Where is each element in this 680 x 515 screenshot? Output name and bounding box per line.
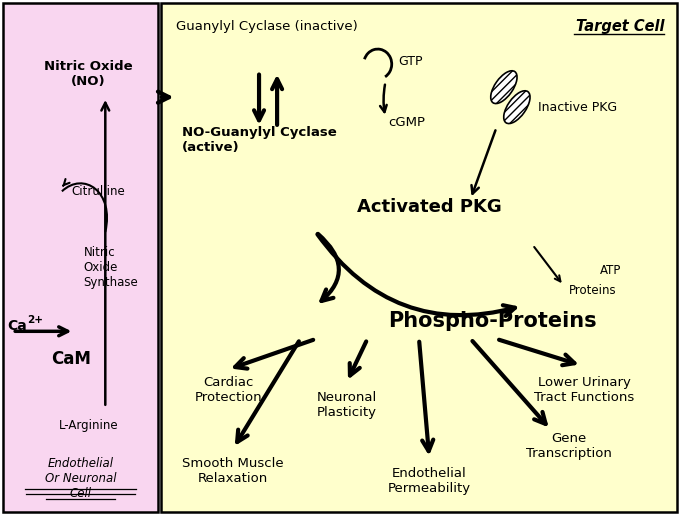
Bar <box>3 3 158 512</box>
Text: Nitric Oxide
(NO): Nitric Oxide (NO) <box>44 60 133 88</box>
Bar <box>161 3 677 512</box>
Text: Proteins: Proteins <box>568 284 616 297</box>
Text: cGMP: cGMP <box>388 116 425 129</box>
Text: Activated PKG: Activated PKG <box>357 198 502 216</box>
Text: GTP: GTP <box>398 55 423 68</box>
Text: Guanylyl Cyclase (inactive): Guanylyl Cyclase (inactive) <box>177 20 358 33</box>
Text: Citrulline: Citrulline <box>71 185 125 198</box>
Text: Inactive PKG: Inactive PKG <box>538 101 617 114</box>
Text: Endothelial
Permeability: Endothelial Permeability <box>388 468 471 495</box>
Text: CaM: CaM <box>51 350 91 368</box>
Text: Smooth Muscle
Relaxation: Smooth Muscle Relaxation <box>182 457 284 485</box>
Text: Cardiac
Protection: Cardiac Protection <box>194 376 262 404</box>
Ellipse shape <box>504 91 530 124</box>
Text: Target Cell: Target Cell <box>575 19 664 34</box>
Text: 2+: 2+ <box>27 315 43 325</box>
Text: Phospho-Proteins: Phospho-Proteins <box>388 311 596 331</box>
Text: Ca: Ca <box>7 319 27 333</box>
Text: Endothelial
Or Neuronal
Cell: Endothelial Or Neuronal Cell <box>45 457 116 501</box>
Text: ATP: ATP <box>600 264 621 277</box>
Text: NO-Guanylyl Cyclase
(active): NO-Guanylyl Cyclase (active) <box>182 126 337 154</box>
Ellipse shape <box>491 71 517 104</box>
Text: Lower Urinary
Tract Functions: Lower Urinary Tract Functions <box>534 376 634 404</box>
Text: L-Arginine: L-Arginine <box>58 419 118 432</box>
Text: Gene
Transcription: Gene Transcription <box>526 432 611 460</box>
Text: Neuronal
Plasticity: Neuronal Plasticity <box>317 391 377 419</box>
Text: Nitric
Oxide
Synthase: Nitric Oxide Synthase <box>84 246 138 289</box>
